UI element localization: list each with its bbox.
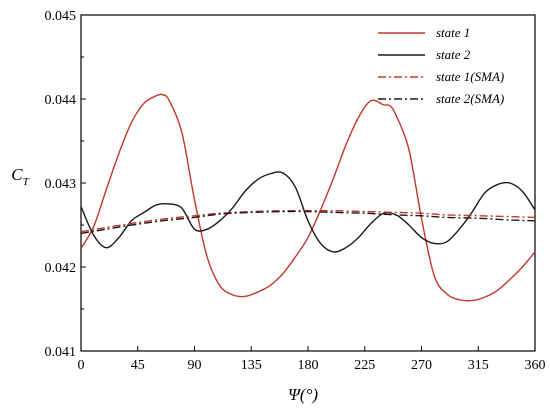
x-tick-label: 225 (354, 358, 375, 373)
legend-label-2: state 2 (436, 47, 471, 62)
x-tick-label: 315 (468, 358, 489, 373)
legend-label-1: state 1 (436, 25, 470, 40)
y-tick-label: 0.042 (45, 261, 77, 276)
y-axis-title: CT (11, 165, 29, 188)
x-tick-label: 360 (525, 358, 546, 373)
series-layer (80, 93, 536, 302)
y-axis-ticks: 0.041 0.042 0.043 0.044 0.045 (45, 9, 86, 360)
legend-label-4: state 2(SMA) (436, 91, 504, 106)
series-line-4 (80, 210, 536, 235)
x-tick-label: 180 (298, 358, 319, 373)
y-tick-label: 0.044 (45, 93, 77, 108)
series-line-1 (80, 93, 536, 302)
y-tick-label: 0.043 (45, 177, 77, 192)
x-tick-label: 45 (131, 358, 145, 373)
y-tick-label: 0.045 (45, 9, 77, 24)
legend-label-3: state 1(SMA) (436, 69, 504, 84)
series-line-2 (80, 171, 536, 253)
legend: state 1 state 2 state 1(SMA) state 2(SMA) (378, 25, 504, 106)
x-axis-ticks: 0 45 90 135 180 225 270 315 360 (78, 346, 546, 373)
x-tick-label: 0 (78, 358, 85, 373)
y-axis-title-main: C (11, 165, 23, 184)
x-tick-label: 270 (411, 358, 432, 373)
x-tick-label: 135 (241, 358, 262, 373)
y-tick-label: 0.041 (45, 345, 77, 360)
x-tick-label: 90 (188, 358, 202, 373)
x-axis-title: Ψ(°) (288, 385, 318, 404)
y-axis-title-subscript: T (23, 176, 30, 188)
series-line-3 (80, 209, 536, 233)
